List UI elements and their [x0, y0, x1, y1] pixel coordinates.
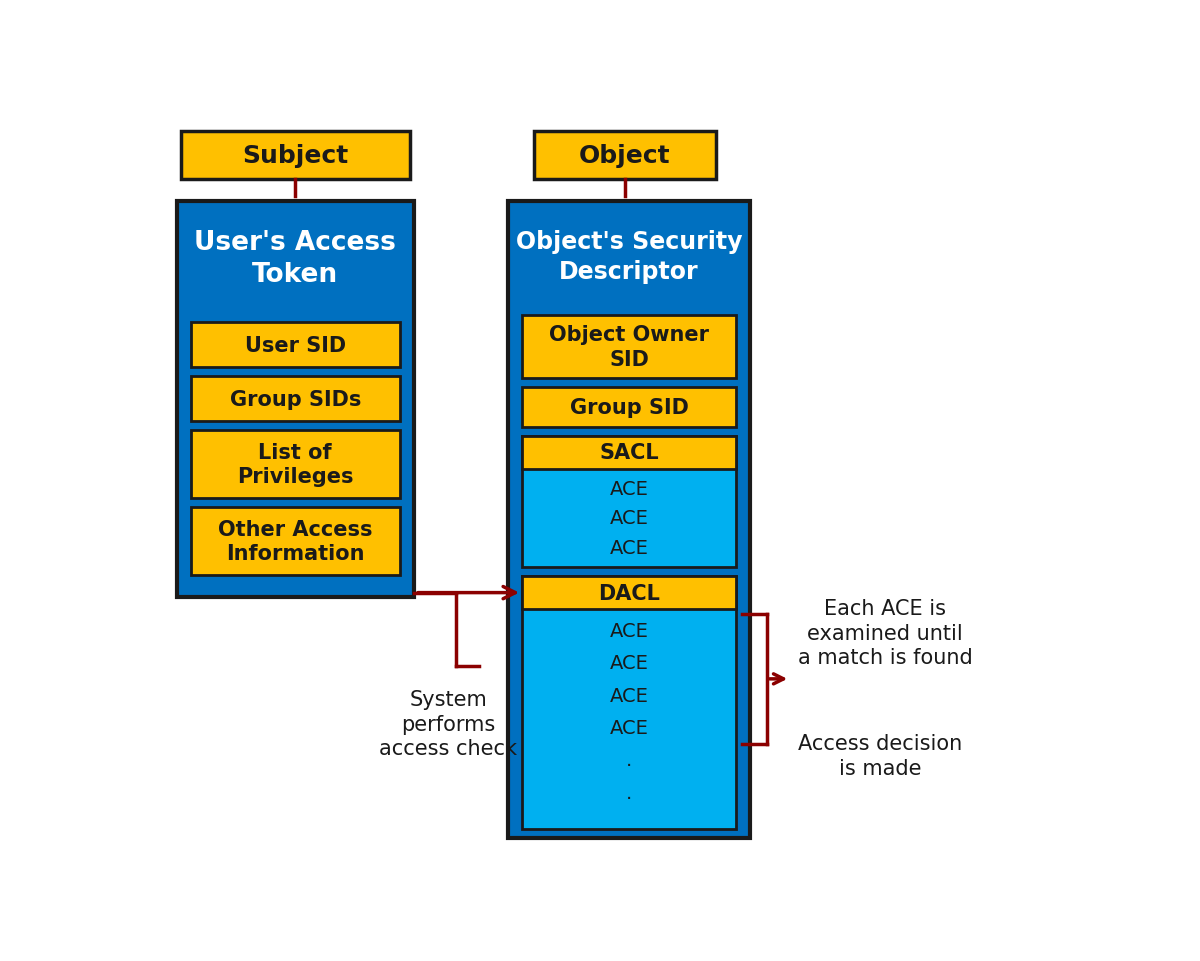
- Text: Subject: Subject: [242, 144, 348, 168]
- Text: ACE: ACE: [610, 538, 648, 557]
- Text: ACE: ACE: [610, 621, 648, 640]
- Bar: [178, 202, 414, 598]
- Bar: [191, 377, 400, 422]
- Bar: [522, 387, 736, 428]
- Bar: [522, 437, 736, 469]
- Bar: [181, 133, 409, 180]
- Text: Object's Security
Descriptor: Object's Security Descriptor: [516, 230, 742, 283]
- Text: Group SID: Group SID: [570, 398, 689, 418]
- Text: Access decision
is made: Access decision is made: [798, 733, 962, 778]
- Text: ACE: ACE: [610, 509, 648, 528]
- Text: .: .: [626, 751, 632, 770]
- Text: Group SIDs: Group SIDs: [229, 389, 361, 409]
- Text: DACL: DACL: [598, 583, 660, 603]
- Bar: [534, 133, 715, 180]
- Text: Each ACE is
examined until
a match is found: Each ACE is examined until a match is fo…: [798, 599, 973, 668]
- Text: SACL: SACL: [599, 443, 659, 463]
- Bar: [522, 577, 736, 829]
- Bar: [522, 577, 736, 609]
- Text: ACE: ACE: [610, 480, 648, 499]
- Bar: [191, 323, 400, 368]
- Text: Other Access
Information: Other Access Information: [218, 519, 372, 564]
- Text: ACE: ACE: [610, 686, 648, 704]
- Text: List of
Privileges: List of Privileges: [238, 442, 354, 487]
- Bar: [191, 507, 400, 576]
- Text: User's Access
Token: User's Access Token: [194, 231, 396, 288]
- Text: System
performs
access check: System performs access check: [379, 689, 517, 758]
- Text: .: .: [626, 782, 632, 801]
- Bar: [191, 431, 400, 499]
- Bar: [508, 202, 750, 838]
- Text: ACE: ACE: [610, 718, 648, 737]
- Text: Object: Object: [578, 144, 671, 168]
- Text: Object Owner
SID: Object Owner SID: [548, 325, 709, 369]
- Bar: [522, 437, 736, 568]
- Bar: [522, 315, 736, 379]
- Text: ACE: ACE: [610, 653, 648, 673]
- Text: User SID: User SID: [245, 335, 346, 356]
